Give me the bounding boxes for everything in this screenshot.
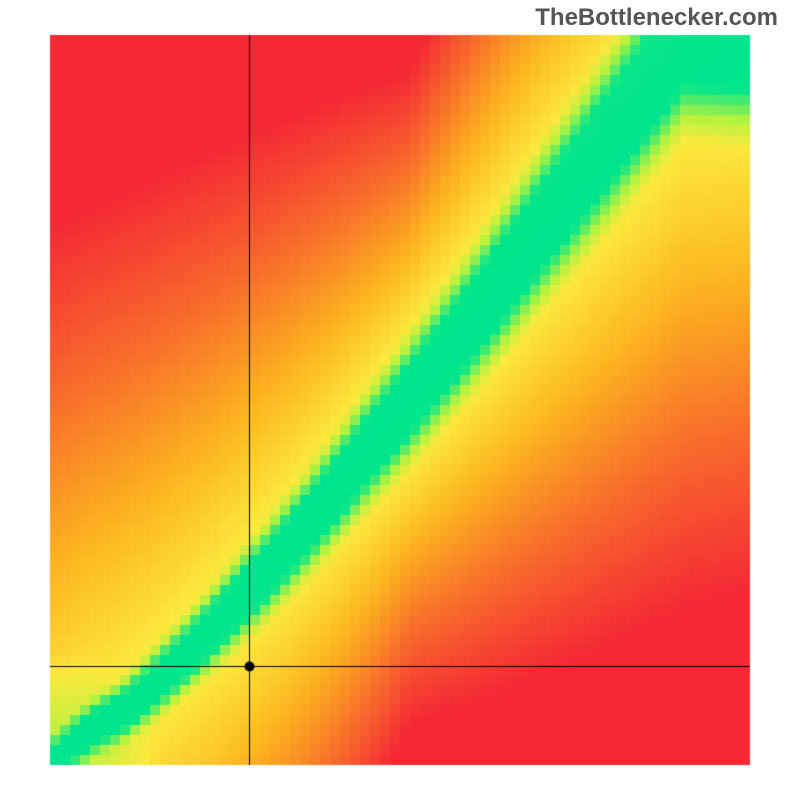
bottleneck-heatmap bbox=[0, 0, 800, 800]
attribution-text: TheBottlenecker.com bbox=[535, 4, 778, 32]
